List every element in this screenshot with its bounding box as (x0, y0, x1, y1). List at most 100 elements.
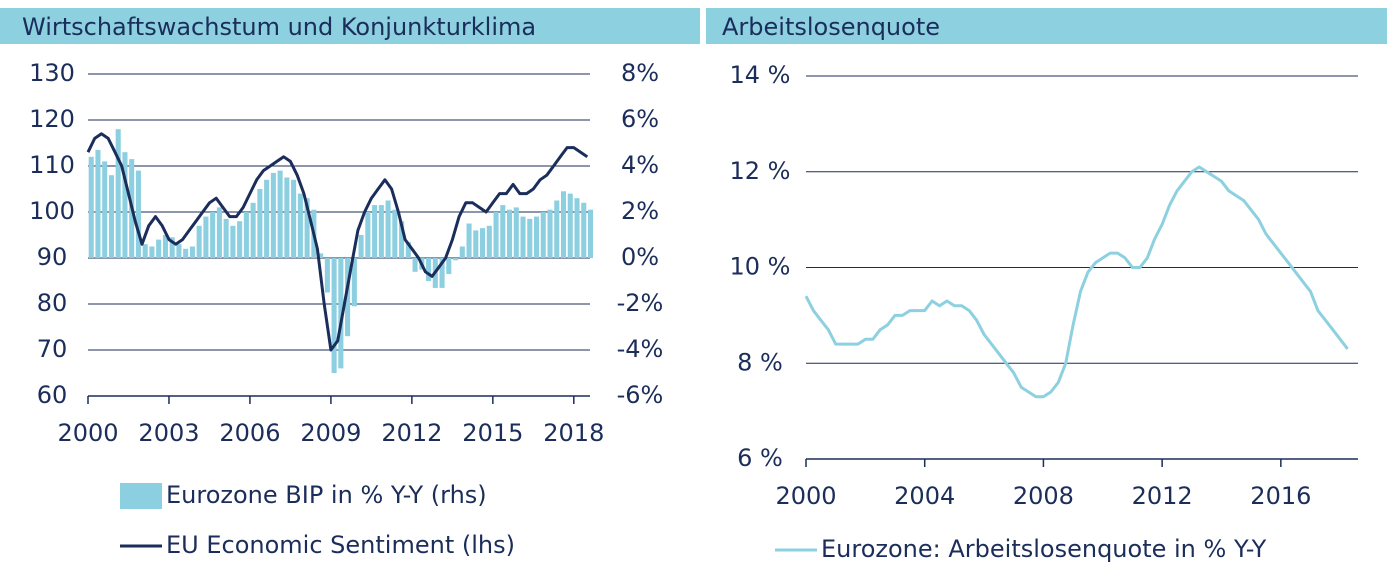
x-tick-label: 2006 (219, 419, 280, 447)
header-bar (0, 8, 700, 44)
y-tick-label: 100 (29, 197, 75, 225)
legend-label: Eurozone: Arbeitslosenquote in % Y-Y (821, 535, 1267, 563)
bar (513, 207, 519, 258)
bar (567, 193, 573, 258)
bar (162, 235, 168, 258)
bar (392, 209, 398, 258)
y-tick-label: 120 (29, 105, 75, 133)
bar (372, 205, 378, 258)
x-tick-label: 2018 (543, 419, 604, 447)
y2-tick-label: -2% (617, 289, 664, 317)
bar (385, 200, 391, 258)
bar (203, 216, 209, 258)
y2-tick-label: -4% (617, 335, 664, 363)
bar (250, 202, 256, 258)
bar (533, 216, 540, 258)
bar (507, 209, 513, 258)
bar (351, 258, 357, 307)
bar (405, 241, 411, 258)
line (86, 132, 589, 352)
bar (493, 212, 499, 258)
bar (587, 209, 594, 258)
bar (264, 179, 270, 258)
bar (115, 129, 121, 258)
bar (149, 246, 155, 258)
y-tick-label: 70 (37, 335, 68, 363)
bar (486, 225, 492, 258)
y2-tick-label: -6% (617, 381, 664, 409)
y2-tick-label: 8% (621, 59, 659, 87)
bar (446, 258, 452, 275)
legend-label: Eurozone BIP in % Y-Y (rhs) (166, 481, 487, 509)
y-tick-label: 110 (29, 151, 75, 179)
bar (466, 223, 472, 258)
bar (284, 177, 290, 258)
bar (176, 244, 182, 258)
legend-swatch (120, 483, 162, 509)
x-tick-label: 2000 (57, 419, 118, 447)
x-tick-label: 2003 (138, 419, 199, 447)
bar (318, 253, 324, 258)
bar (243, 212, 249, 258)
bar (291, 179, 297, 258)
bar (540, 212, 546, 258)
bar (527, 218, 533, 258)
bar (331, 258, 337, 373)
chart-title: Wirtschaftswachstum und Konjunkturklima (22, 13, 536, 41)
bar (426, 258, 432, 281)
bar (237, 221, 243, 258)
bar (453, 258, 459, 261)
bar (574, 198, 580, 258)
y-tick-label: 90 (37, 243, 68, 271)
bar (156, 239, 162, 258)
bar (196, 225, 202, 258)
x-tick-label: 2008 (1013, 482, 1074, 510)
bar (581, 202, 587, 258)
bar (338, 258, 344, 369)
x-tick-label: 2012 (381, 419, 442, 447)
bar (365, 212, 371, 258)
x-tick-label: 2000 (775, 482, 836, 510)
y2-tick-label: 2% (621, 197, 659, 225)
bar (108, 175, 114, 258)
x-tick-label: 2015 (462, 419, 523, 447)
bar (223, 218, 229, 258)
bar (459, 246, 465, 258)
bar (270, 172, 276, 258)
y-tick-label: 10 % (730, 253, 791, 281)
x-tick-label: 2012 (1132, 482, 1193, 510)
chart-title: Arbeitslosenquote (722, 13, 940, 41)
bar (183, 248, 189, 258)
bar (230, 225, 236, 258)
header-bar (706, 8, 1387, 44)
bar (324, 258, 330, 293)
bar (439, 258, 445, 288)
bar (210, 212, 216, 258)
bar (345, 258, 351, 337)
bar (500, 205, 506, 258)
legend-label: EU Economic Sentiment (lhs) (166, 531, 515, 559)
bar (135, 170, 141, 258)
bar (277, 170, 283, 258)
bar (297, 193, 303, 258)
bar (412, 258, 418, 272)
bar (358, 235, 364, 258)
line (804, 165, 1349, 399)
bar (169, 237, 175, 258)
bar (122, 152, 128, 258)
y-tick-label: 14 % (730, 61, 791, 89)
y-tick-label: 8 % (737, 348, 783, 376)
y-tick-label: 130 (29, 59, 75, 87)
bar (547, 209, 553, 258)
bar (520, 216, 526, 258)
bar (480, 228, 486, 258)
y-tick-label: 60 (37, 381, 68, 409)
y2-tick-label: 4% (621, 151, 659, 179)
bar (554, 200, 560, 258)
bar (257, 189, 263, 258)
bar (189, 246, 195, 258)
bar (216, 207, 222, 258)
x-tick-label: 2009 (300, 419, 361, 447)
y-tick-label: 80 (37, 289, 68, 317)
